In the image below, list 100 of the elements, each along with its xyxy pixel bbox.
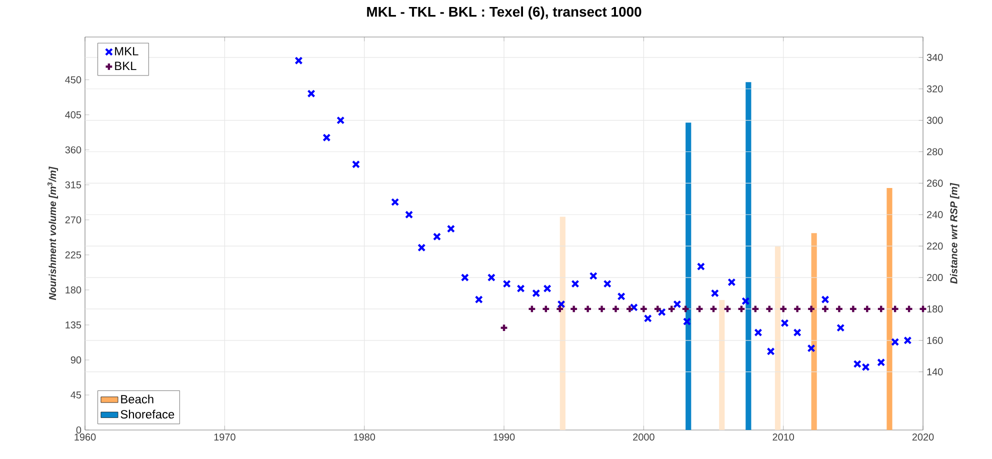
point <box>432 232 442 241</box>
point <box>710 289 719 298</box>
legend-label: Beach <box>121 394 154 404</box>
point <box>336 116 345 124</box>
point <box>446 224 455 233</box>
x-tick-label: 1970 <box>214 434 236 441</box>
y-tick-label: 315 <box>65 181 82 188</box>
point <box>404 210 414 219</box>
y2-tick-label: 240 <box>927 211 943 218</box>
point <box>695 304 704 314</box>
point <box>793 328 802 337</box>
point <box>617 292 626 300</box>
y-tick-label: 180 <box>66 286 82 294</box>
point <box>723 304 732 314</box>
point <box>557 300 566 308</box>
y2-tick-label: 220 <box>927 242 943 250</box>
y2-tick-label: 140 <box>927 368 943 376</box>
y-tick-label: 450 <box>65 76 82 84</box>
point <box>460 273 469 282</box>
point <box>862 304 872 314</box>
point <box>352 160 360 168</box>
y-tick-label: 360 <box>65 146 82 154</box>
point <box>658 308 666 316</box>
point <box>751 304 760 314</box>
point <box>696 262 705 271</box>
bar <box>811 233 817 430</box>
point <box>603 280 612 288</box>
y2-tick-label: 180 <box>927 305 943 312</box>
y2-tick-label: 260 <box>927 180 943 187</box>
point <box>639 304 648 314</box>
point <box>891 338 900 346</box>
bar <box>886 188 892 430</box>
point <box>516 284 525 293</box>
bar <box>774 246 781 430</box>
y-axis-title: Nourishment volume [m$^{3}$/m] <box>47 166 58 300</box>
point <box>890 304 900 314</box>
legend-label: BKL <box>115 62 136 70</box>
y2-tick-label: 300 <box>926 116 943 124</box>
y2-tick-label: 200 <box>927 274 943 282</box>
point <box>754 328 762 337</box>
point <box>487 273 496 282</box>
y2-tick-label: 280 <box>927 148 943 156</box>
point <box>543 284 552 293</box>
y2-tick-label: 320 <box>926 85 943 92</box>
point <box>877 358 886 366</box>
point <box>556 304 564 314</box>
point <box>528 304 536 314</box>
point <box>836 324 845 332</box>
point <box>737 304 746 314</box>
point <box>589 272 598 280</box>
point <box>848 304 858 314</box>
point <box>682 317 692 326</box>
point <box>294 56 303 65</box>
bar <box>560 216 566 430</box>
point <box>532 289 540 298</box>
point <box>644 314 652 322</box>
y-tick-label: 270 <box>65 216 82 224</box>
point <box>307 90 316 98</box>
legend-label: Shoreface <box>120 410 174 419</box>
point <box>653 304 662 314</box>
point <box>570 304 578 314</box>
y2-tick-label: 340 <box>926 54 943 61</box>
y-tick-label: 0 <box>76 426 82 434</box>
point <box>821 295 830 304</box>
x-tick-label: 1960 <box>74 434 96 441</box>
y2-tick-label: 160 <box>927 336 943 344</box>
y2-axis-title: Distance wrt RSP [m] <box>950 182 960 284</box>
point <box>876 304 886 314</box>
point <box>728 278 736 286</box>
y-tick-label: 90 <box>70 356 82 364</box>
point <box>667 304 676 314</box>
point <box>502 280 511 288</box>
point <box>779 304 788 314</box>
point <box>742 297 750 306</box>
point <box>766 347 775 356</box>
point <box>904 336 912 344</box>
point <box>673 300 682 308</box>
point <box>391 198 400 206</box>
point <box>709 304 718 314</box>
y-tick-label: 45 <box>70 392 82 398</box>
x-tick-label: 2020 <box>912 434 934 441</box>
bar <box>719 300 725 430</box>
point <box>630 303 638 312</box>
point <box>904 304 914 314</box>
x-tick-label: 2010 <box>772 434 794 441</box>
point <box>322 134 331 142</box>
x-tick-label: 1980 <box>354 434 376 441</box>
point <box>681 304 690 314</box>
y-tick-label: 405 <box>65 111 82 118</box>
y-tick-label: 225 <box>65 251 82 258</box>
x-tick-label: 1990 <box>494 434 515 441</box>
point <box>542 304 550 314</box>
bar <box>686 122 692 430</box>
chart-title: MKL - TKL - BKL : Texel (6), transect 1000 <box>367 6 642 20</box>
point <box>918 304 928 314</box>
point <box>474 295 483 304</box>
point <box>418 244 426 252</box>
y-tick-label: 135 <box>66 321 82 328</box>
x-tick-label: 2000 <box>633 434 654 441</box>
point <box>571 280 580 288</box>
